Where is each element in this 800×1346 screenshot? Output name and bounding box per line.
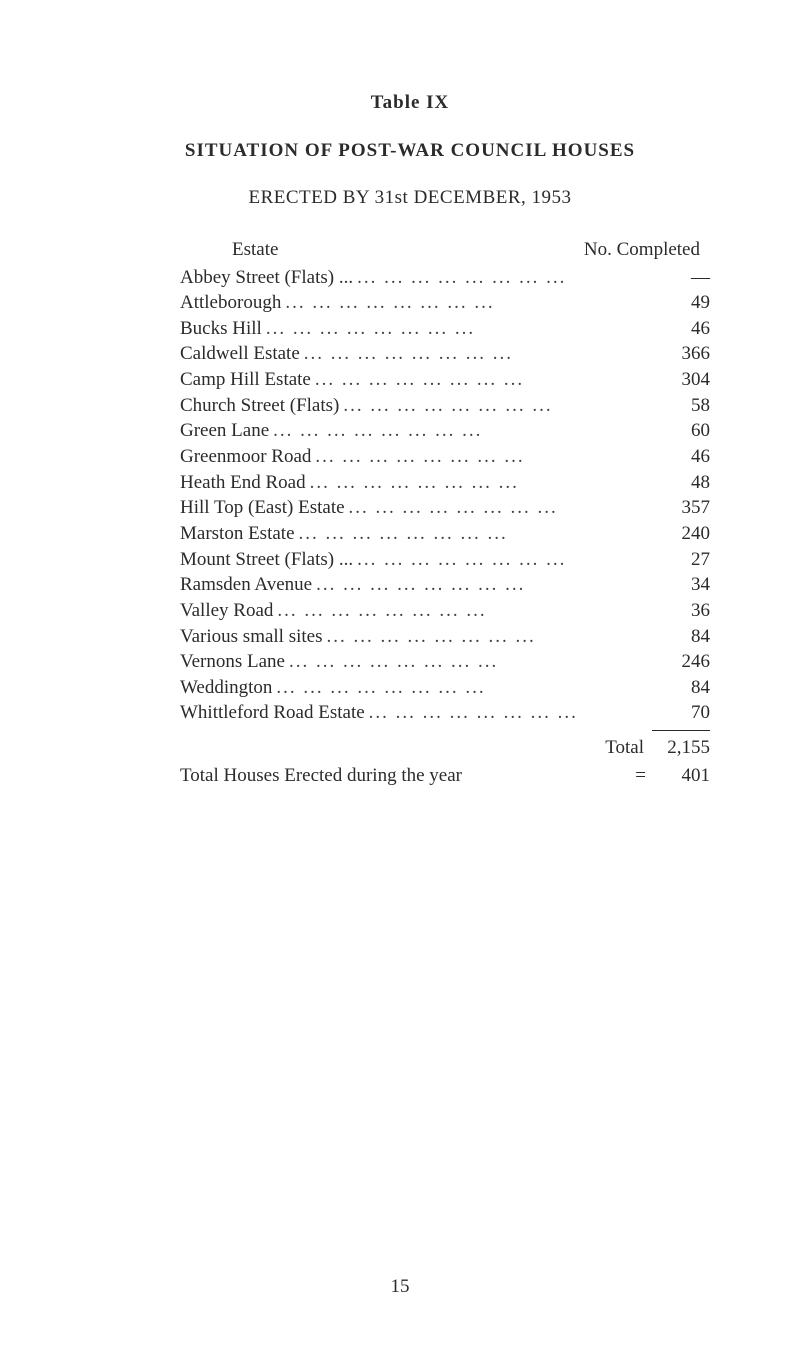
total-label: Total [180, 735, 652, 761]
table-row: Green Lane... ... ... ... ... ... ... ..… [180, 418, 710, 444]
value-cell: — [652, 265, 710, 291]
value-cell: 27 [652, 547, 710, 573]
page-subtitle: ERECTED BY 31st DECEMBER, 1953 [110, 185, 710, 211]
leader-dots: ... ... ... ... ... ... ... ... [349, 495, 648, 521]
value-cell: 49 [652, 290, 710, 316]
total-row: Total 2,155 [180, 735, 710, 761]
value-cell: 246 [652, 649, 710, 675]
table-row: Mount Street (Flats) ...... ... ... ... … [180, 547, 710, 573]
grand-total-text: Total Houses Erected during the year [180, 763, 629, 789]
leader-dots: ... ... ... ... ... ... ... ... [304, 341, 648, 367]
estate-cell: Mount Street (Flats) ... [180, 547, 353, 573]
table-body: Abbey Street (Flats) ...... ... ... ... … [180, 265, 710, 727]
estate-cell: Hill Top (East) Estate [180, 495, 345, 521]
estate-cell: Bucks Hill [180, 316, 262, 342]
value-cell: 70 [652, 700, 710, 726]
table-row: Marston Estate... ... ... ... ... ... ..… [180, 521, 710, 547]
leader-dots: ... ... ... ... ... ... ... ... [285, 290, 648, 316]
table-row: Heath End Road... ... ... ... ... ... ..… [180, 470, 710, 496]
page-number: 15 [0, 1276, 800, 1298]
header-estate: Estate [180, 237, 552, 263]
value-cell: 84 [652, 624, 710, 650]
estate-cell: Ramsden Avenue [180, 572, 312, 598]
estate-cell: Church Street (Flats) [180, 393, 339, 419]
estate-cell: Heath End Road [180, 470, 306, 496]
leader-dots: ... ... ... ... ... ... ... ... [276, 675, 648, 701]
leader-dots: ... ... ... ... ... ... ... ... [369, 700, 648, 726]
grand-total-value: 401 [652, 763, 710, 789]
table-row: Attleborough... ... ... ... ... ... ... … [180, 290, 710, 316]
table-row: Whittleford Road Estate... ... ... ... .… [180, 700, 710, 726]
leader-dots: ... ... ... ... ... ... ... ... [357, 547, 648, 573]
table-row: Camp Hill Estate... ... ... ... ... ... … [180, 367, 710, 393]
value-cell: 304 [652, 367, 710, 393]
estate-cell: Various small sites [180, 624, 323, 650]
leader-dots: ... ... ... ... ... ... ... ... [310, 470, 648, 496]
table-label: Table IX [110, 90, 710, 116]
page-title: SITUATION OF POST-WAR COUNCIL HOUSES [110, 138, 710, 164]
table-row: Bucks Hill... ... ... ... ... ... ... ..… [180, 316, 710, 342]
value-cell: 46 [652, 316, 710, 342]
estate-cell: Attleborough [180, 290, 281, 316]
estate-cell: Green Lane [180, 418, 269, 444]
value-cell: 366 [652, 341, 710, 367]
header-completed: No. Completed [552, 237, 710, 263]
table-row: Vernons Lane... ... ... ... ... ... ... … [180, 649, 710, 675]
table-row: Caldwell Estate... ... ... ... ... ... .… [180, 341, 710, 367]
value-cell: 60 [652, 418, 710, 444]
value-cell: 34 [652, 572, 710, 598]
value-cell: 84 [652, 675, 710, 701]
leader-dots: ... ... ... ... ... ... ... ... [343, 393, 648, 419]
value-cell: 357 [652, 495, 710, 521]
estate-cell: Caldwell Estate [180, 341, 300, 367]
table-row: Various small sites... ... ... ... ... .… [180, 624, 710, 650]
value-cell: 240 [652, 521, 710, 547]
value-cell: 48 [652, 470, 710, 496]
document-page: Table IX SITUATION OF POST-WAR COUNCIL H… [0, 0, 800, 788]
grand-total-eq: = [629, 763, 652, 789]
estate-cell: Whittleford Road Estate [180, 700, 365, 726]
leader-dots: ... ... ... ... ... ... ... ... [327, 624, 649, 650]
table-row: Valley Road... ... ... ... ... ... ... .… [180, 598, 710, 624]
leader-dots: ... ... ... ... ... ... ... ... [315, 444, 648, 470]
table-row: Greenmoor Road... ... ... ... ... ... ..… [180, 444, 710, 470]
leader-dots: ... ... ... ... ... ... ... ... [277, 598, 648, 624]
value-cell: 46 [652, 444, 710, 470]
rule-above-total [180, 726, 710, 735]
table-row: Hill Top (East) Estate... ... ... ... ..… [180, 495, 710, 521]
estate-cell: Greenmoor Road [180, 444, 311, 470]
estate-cell: Marston Estate [180, 521, 295, 547]
table-row: Church Street (Flats)... ... ... ... ...… [180, 393, 710, 419]
leader-dots: ... ... ... ... ... ... ... ... [299, 521, 648, 547]
table-row: Abbey Street (Flats) ...... ... ... ... … [180, 265, 710, 291]
leader-dots: ... ... ... ... ... ... ... ... [273, 418, 648, 444]
leader-dots: ... ... ... ... ... ... ... ... [315, 367, 648, 393]
grand-total-row: Total Houses Erected during the year = 4… [180, 763, 710, 789]
table-header: Estate No. Completed [180, 237, 710, 263]
estate-cell: Valley Road [180, 598, 273, 624]
table-row: Weddington... ... ... ... ... ... ... ..… [180, 675, 710, 701]
leader-dots: ... ... ... ... ... ... ... ... [316, 572, 648, 598]
value-cell: 36 [652, 598, 710, 624]
leader-dots: ... ... ... ... ... ... ... ... [357, 265, 648, 291]
estate-cell: Abbey Street (Flats) ... [180, 265, 353, 291]
table-row: Ramsden Avenue... ... ... ... ... ... ..… [180, 572, 710, 598]
value-cell: 58 [652, 393, 710, 419]
leader-dots: ... ... ... ... ... ... ... ... [289, 649, 648, 675]
total-value: 2,155 [652, 735, 710, 761]
estate-cell: Weddington [180, 675, 272, 701]
leader-dots: ... ... ... ... ... ... ... ... [266, 316, 648, 342]
estate-cell: Vernons Lane [180, 649, 285, 675]
estate-cell: Camp Hill Estate [180, 367, 311, 393]
